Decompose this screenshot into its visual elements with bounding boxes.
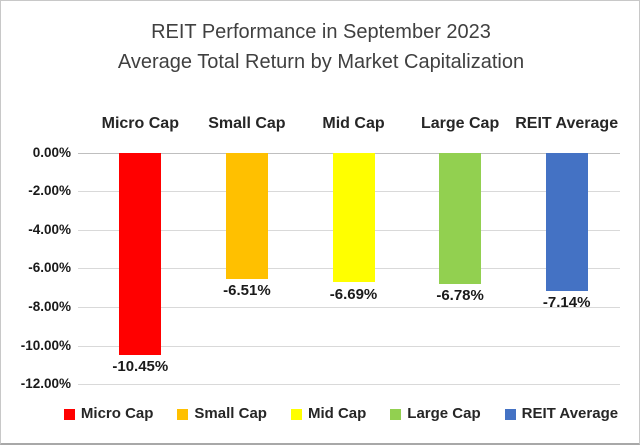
legend-swatch-icon (177, 408, 189, 420)
bar-reit-average (545, 153, 588, 291)
data-label-mid-cap: -6.69% (329, 285, 378, 303)
legend-item-reit-average: REIT Average (504, 405, 619, 423)
gridline (78, 384, 620, 386)
data-label-reit-average: -7.14% (542, 294, 591, 312)
gridline (78, 306, 620, 308)
category-label-large-cap: Large Cap (420, 115, 500, 132)
bar-mid-cap (332, 153, 375, 283)
data-label-small-cap: -6.51% (223, 282, 271, 300)
y-axis-tick-label: -4.00% (28, 221, 71, 237)
legend-label: Large Cap (407, 405, 481, 422)
bar-large-cap (439, 153, 482, 284)
chart-subtitle: Average Total Return by Market Capitaliz… (117, 51, 525, 73)
legend-item-mid-cap: Mid Cap (290, 405, 367, 423)
legend-item-micro-cap: Micro Cap (63, 405, 154, 423)
legend-swatch-icon (63, 408, 75, 420)
legend-label: Mid Cap (307, 405, 367, 422)
legend-label: Small Cap (194, 405, 267, 422)
chart-title: REIT Performance in September 2023 (151, 21, 491, 43)
bar-micro-cap (119, 153, 162, 355)
legend-swatch-icon (390, 408, 402, 420)
y-axis-tick-label: -6.00% (28, 260, 71, 276)
legend-label: REIT Average (521, 405, 619, 422)
y-axis-tick-label: 0.00% (32, 144, 71, 160)
y-axis-tick-label: -12.00% (20, 376, 71, 392)
y-axis-tick-label: -8.00% (28, 298, 71, 314)
y-axis-tick-label: -2.00% (28, 183, 71, 199)
category-label-reit-average: REIT Average (515, 115, 619, 132)
category-label-mid-cap: Mid Cap (322, 115, 385, 132)
data-label-micro-cap: -10.45% (112, 358, 169, 376)
gridline (78, 345, 620, 347)
legend-item-small-cap: Small Cap (177, 405, 267, 423)
data-label-large-cap: -6.78% (436, 287, 484, 305)
legend-item-large-cap: Large Cap (390, 405, 481, 423)
legend-swatch-icon (290, 408, 302, 420)
legend-swatch-icon (504, 408, 516, 420)
chart-legend: Micro Cap Small Cap Mid Cap Large Cap REIT A… (56, 403, 626, 425)
chart-title-block: REIT Performance in September 2023 Avera… (1, 17, 639, 77)
bar-small-cap (225, 153, 268, 279)
y-axis-tick-label: -10.00% (20, 337, 71, 353)
category-label-micro-cap: Micro Cap (101, 115, 179, 132)
legend-label: Micro Cap (80, 405, 154, 422)
category-label-small-cap: Small Cap (208, 115, 286, 132)
